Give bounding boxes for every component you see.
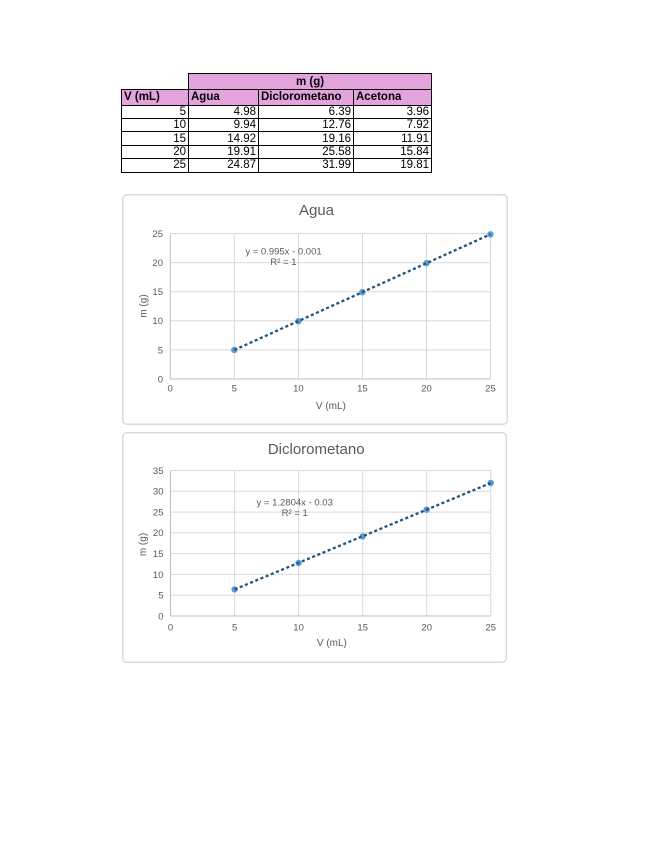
svg-text:20: 20	[152, 258, 163, 269]
svg-text:Agua: Agua	[299, 202, 335, 219]
svg-text:15: 15	[152, 549, 163, 560]
svg-text:25: 25	[152, 507, 163, 518]
svg-text:R² = 1: R² = 1	[270, 257, 296, 268]
svg-text:0: 0	[168, 383, 173, 394]
svg-text:Diclorometano: Diclorometano	[267, 441, 364, 458]
svg-text:0: 0	[158, 374, 163, 385]
svg-text:R² = 1: R² = 1	[281, 508, 307, 519]
svg-text:15: 15	[152, 287, 163, 298]
svg-text:20: 20	[152, 528, 163, 539]
svg-text:25: 25	[152, 229, 163, 240]
svg-text:0: 0	[158, 611, 163, 622]
svg-text:y = 1.2804x - 0.03: y = 1.2804x - 0.03	[256, 497, 332, 508]
svg-text:5: 5	[231, 622, 236, 633]
svg-text:5: 5	[158, 590, 163, 601]
svg-text:10: 10	[293, 622, 304, 633]
svg-text:35: 35	[152, 465, 163, 476]
svg-text:5: 5	[232, 383, 237, 394]
svg-text:10: 10	[293, 383, 304, 394]
svg-text:20: 20	[421, 622, 432, 633]
svg-text:V (mL): V (mL)	[316, 401, 346, 412]
svg-text:V (mL): V (mL)	[316, 637, 346, 648]
svg-text:30: 30	[152, 486, 163, 497]
svg-text:m (g): m (g)	[138, 532, 149, 555]
svg-text:5: 5	[158, 345, 163, 356]
svg-text:20: 20	[421, 383, 432, 394]
svg-text:y = 0.995x - 0.001: y = 0.995x - 0.001	[245, 246, 321, 257]
svg-text:25: 25	[485, 383, 496, 394]
svg-text:15: 15	[357, 383, 368, 394]
svg-text:10: 10	[152, 569, 163, 580]
svg-text:15: 15	[357, 622, 368, 633]
svg-text:0: 0	[167, 622, 172, 633]
svg-text:m (g): m (g)	[139, 294, 150, 317]
svg-text:10: 10	[152, 316, 163, 327]
svg-text:25: 25	[485, 622, 496, 633]
